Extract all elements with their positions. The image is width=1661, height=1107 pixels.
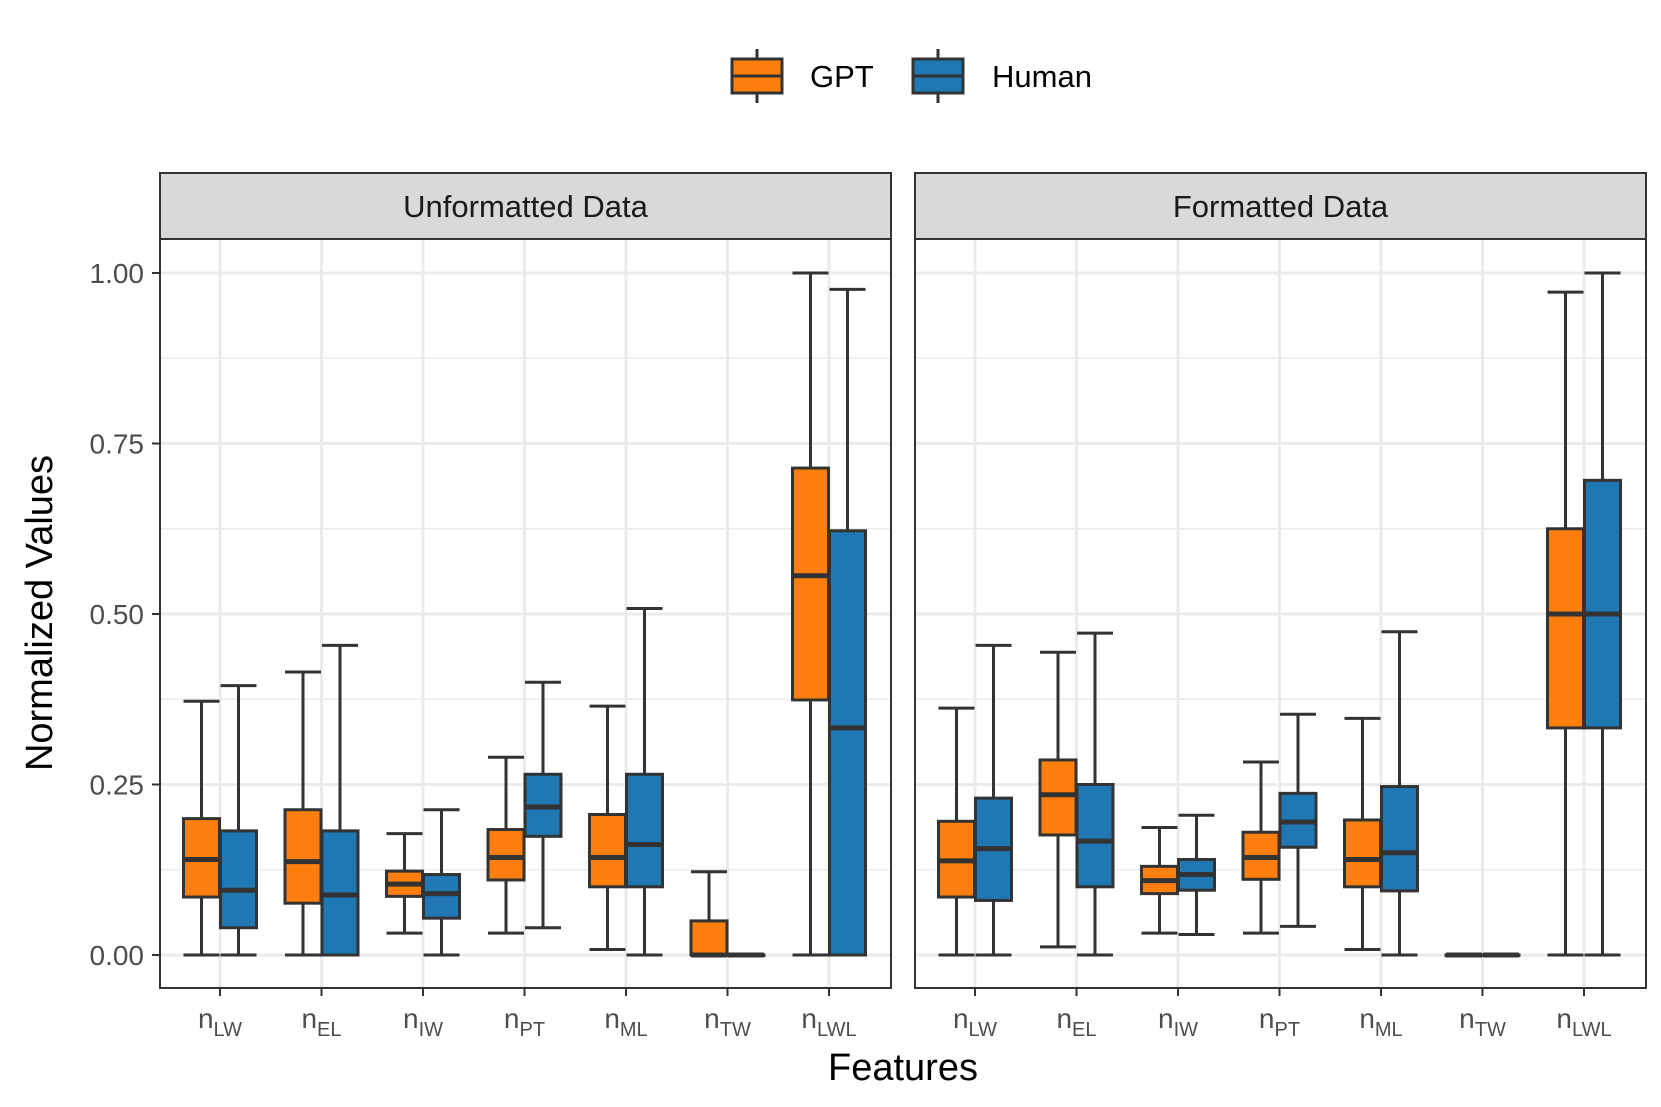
box-iqr [625, 772, 664, 889]
x-tick-label: nLWL [801, 1003, 856, 1041]
x-axis: nLW nEL nIW nPT nML nTW nLWL [953, 988, 1612, 1041]
box-human-lw [974, 643, 1013, 957]
x-tick-label: nEL [301, 1003, 341, 1041]
box-human-el [320, 643, 360, 957]
x-tick-label: nLW [198, 1003, 242, 1041]
box-human-lw [219, 684, 258, 957]
x-tick-label: nML [1359, 1003, 1402, 1041]
box-iqr [1075, 783, 1115, 889]
box-gpt-tw [1444, 952, 1484, 958]
boxes [937, 271, 1622, 958]
x-tick-label: nPT [504, 1003, 545, 1041]
box-human-ml [625, 607, 664, 957]
box-gpt-ml [1343, 716, 1382, 952]
y-tick-label: 1.00 [90, 258, 145, 289]
box-iqr [791, 466, 830, 702]
boxes [182, 271, 867, 958]
legend-label-gpt: GPT [810, 59, 874, 94]
box-human-tw [726, 952, 766, 958]
box-gpt-tw [689, 870, 729, 958]
box-human-lwl [828, 287, 867, 957]
box-gpt-iw [385, 832, 424, 935]
box-human-lwl [1583, 271, 1622, 957]
y-tick-label: 0.25 [90, 770, 145, 801]
box-gpt-lwl [1546, 290, 1585, 957]
x-tick-label: nIW [1158, 1003, 1198, 1041]
panel-unformatted: Unformatted Data nLW nEL nIW nPT nML nTW nLWL [159, 172, 892, 1041]
box-gpt-lwl [791, 271, 830, 957]
x-axis: nLW nEL nIW nPT nML nTW nLWL [198, 988, 857, 1041]
legend: GPT Human [730, 49, 1092, 103]
x-tick-label: nIW [403, 1003, 443, 1041]
box-human-iw [422, 808, 461, 957]
box-iqr [486, 828, 526, 882]
box-iqr [1038, 758, 1078, 837]
grid [160, 239, 891, 988]
box-iqr [689, 919, 729, 957]
x-tick-label: nLWL [1556, 1003, 1611, 1041]
box-gpt-pt [1241, 760, 1281, 935]
box-gpt-lw [182, 699, 221, 957]
box-iqr [1380, 785, 1419, 893]
box-iqr [1546, 527, 1585, 730]
box-iqr [283, 808, 323, 905]
legend-key-human [911, 49, 965, 103]
x-tick-label: nTW [1459, 1003, 1506, 1041]
box-human-el [1075, 631, 1115, 957]
box-human-iw [1177, 813, 1216, 937]
y-tick-label: 0.75 [90, 429, 145, 460]
box-gpt-iw [1140, 825, 1179, 935]
x-axis-title: Features [828, 1047, 978, 1089]
x-tick-label: nEL [1056, 1003, 1096, 1041]
strip [159, 172, 892, 240]
box-gpt-lw [937, 706, 976, 957]
box-gpt-pt [486, 755, 526, 935]
y-axis: 0.00 0.25 0.50 0.75 1.00 [90, 258, 160, 971]
box-gpt-ml [588, 704, 627, 952]
x-tick-label: nLW [953, 1003, 997, 1041]
legend-key-gpt [730, 49, 784, 103]
x-tick-label: nML [604, 1003, 647, 1041]
box-iqr [1583, 478, 1622, 730]
y-tick-label: 0.50 [90, 599, 145, 630]
box-gpt-el [283, 670, 323, 957]
panel-formatted: Formatted Data nLW nEL nIW nPT nML nTW nLWL [914, 172, 1647, 1041]
box-iqr [1343, 818, 1382, 889]
box-human-pt [523, 680, 563, 930]
box-human-pt [1278, 712, 1318, 928]
x-tick-label: nTW [704, 1003, 751, 1041]
box-iqr [422, 873, 461, 920]
strip-title: Unformatted Data [403, 189, 648, 224]
box-human-tw [1481, 952, 1521, 958]
box-human-ml [1380, 630, 1419, 957]
legend-label-human: Human [992, 59, 1092, 94]
box-iqr [588, 813, 627, 889]
box-iqr [219, 829, 258, 930]
box-iqr [828, 529, 867, 957]
y-axis-title: Normalized Values [19, 455, 61, 771]
y-tick-label: 0.00 [90, 940, 145, 971]
strip [914, 172, 1647, 240]
x-tick-label: nPT [1259, 1003, 1300, 1041]
strip-title: Formatted Data [1173, 189, 1389, 224]
